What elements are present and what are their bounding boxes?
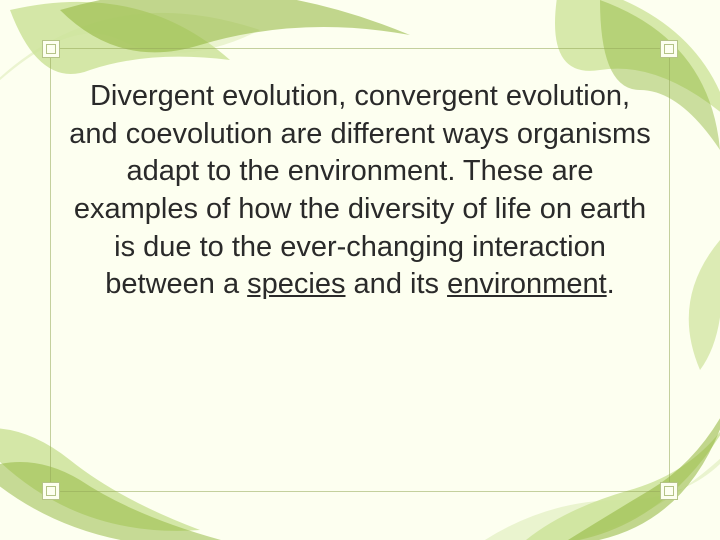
body-seg-2: and its xyxy=(346,268,448,300)
body-seg-1: species xyxy=(247,268,345,300)
body-seg-3: environment xyxy=(447,268,607,300)
corner-ornament-tr xyxy=(660,40,678,58)
slide: Divergent evolution, convergent evolutio… xyxy=(0,0,720,540)
slide-body-text: Divergent evolution, convergent evolutio… xyxy=(62,78,658,304)
corner-ornament-tl xyxy=(42,40,60,58)
corner-ornament-br xyxy=(660,482,678,500)
body-seg-4: . xyxy=(607,268,615,300)
corner-ornament-bl xyxy=(42,482,60,500)
